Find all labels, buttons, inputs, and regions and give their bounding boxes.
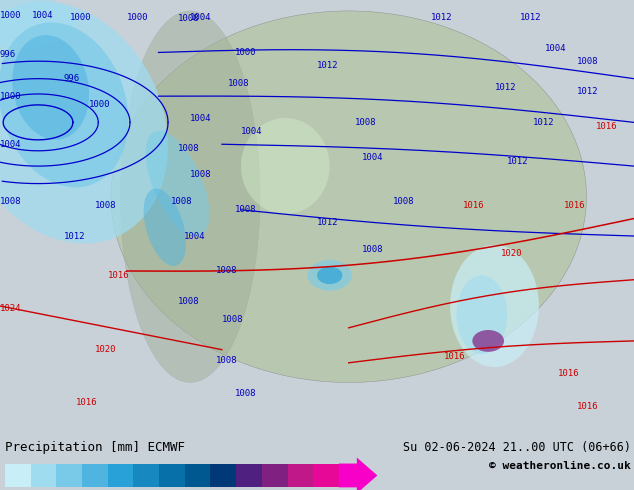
Text: 1000: 1000	[70, 13, 91, 22]
Text: 1000: 1000	[235, 48, 256, 57]
Text: 1004: 1004	[190, 13, 212, 22]
Text: 1008: 1008	[190, 171, 212, 179]
Text: 1024: 1024	[0, 304, 22, 313]
Text: 1008: 1008	[95, 201, 117, 210]
Ellipse shape	[146, 131, 209, 237]
Ellipse shape	[120, 11, 260, 382]
Bar	[236, 464, 262, 488]
Text: 1016: 1016	[76, 397, 98, 407]
Bar	[56, 464, 82, 488]
Text: 1016: 1016	[564, 201, 586, 210]
Text: 1000: 1000	[89, 100, 110, 109]
Text: 1012: 1012	[520, 13, 541, 22]
Bar	[262, 464, 287, 488]
FancyArrow shape	[339, 458, 377, 490]
Ellipse shape	[450, 245, 539, 367]
Text: 1008: 1008	[222, 315, 243, 323]
Text: 1008: 1008	[393, 196, 415, 206]
Text: 1004: 1004	[0, 140, 22, 149]
Text: 1020: 1020	[501, 249, 522, 258]
Bar	[82, 464, 108, 488]
Bar	[30, 464, 56, 488]
Text: 1008: 1008	[178, 297, 199, 306]
Text: 1008: 1008	[355, 118, 377, 127]
Bar	[5, 464, 30, 488]
Text: © weatheronline.co.uk: © weatheronline.co.uk	[489, 461, 631, 471]
Text: 1000: 1000	[127, 13, 148, 22]
Text: 1008: 1008	[577, 57, 598, 66]
Text: 1016: 1016	[596, 122, 618, 131]
Text: 1008: 1008	[178, 14, 199, 23]
Text: 1012: 1012	[577, 87, 598, 97]
Bar	[159, 464, 184, 488]
Text: 1008: 1008	[235, 205, 256, 214]
Text: 1004: 1004	[361, 153, 383, 162]
Text: 1012: 1012	[63, 231, 85, 241]
Text: 1012: 1012	[507, 157, 529, 166]
Ellipse shape	[111, 11, 586, 382]
Text: 1020: 1020	[95, 345, 117, 354]
Ellipse shape	[144, 189, 186, 266]
Ellipse shape	[0, 0, 76, 48]
Bar	[210, 464, 236, 488]
Text: 1012: 1012	[495, 83, 516, 92]
Ellipse shape	[241, 118, 330, 214]
Text: 1004: 1004	[184, 231, 205, 241]
Ellipse shape	[0, 1, 168, 244]
Bar	[108, 464, 133, 488]
Text: 1000: 1000	[0, 11, 22, 20]
Text: 1008: 1008	[171, 197, 193, 206]
Text: 1008: 1008	[228, 78, 250, 88]
Text: 1004: 1004	[545, 44, 567, 52]
Text: Precipitation [mm] ECMWF: Precipitation [mm] ECMWF	[5, 441, 185, 454]
Text: 996: 996	[0, 50, 16, 59]
Ellipse shape	[456, 275, 507, 354]
Text: 1004: 1004	[32, 11, 53, 20]
Text: 1016: 1016	[463, 201, 484, 210]
Text: 1012: 1012	[317, 219, 339, 227]
Text: 1016: 1016	[108, 271, 129, 280]
Text: 1012: 1012	[431, 13, 453, 22]
Circle shape	[317, 267, 342, 284]
Text: 1012: 1012	[317, 61, 339, 70]
Text: 1008: 1008	[361, 245, 383, 254]
Text: 1016: 1016	[577, 402, 598, 411]
Text: 1008: 1008	[216, 356, 237, 365]
Text: 1000: 1000	[0, 92, 22, 100]
Bar	[133, 464, 159, 488]
Ellipse shape	[12, 35, 89, 140]
Text: 1008: 1008	[178, 144, 199, 153]
Bar	[185, 464, 210, 488]
Ellipse shape	[0, 23, 128, 187]
Circle shape	[307, 260, 352, 291]
Text: Su 02-06-2024 21..00 UTC (06+66): Su 02-06-2024 21..00 UTC (06+66)	[403, 441, 631, 454]
Text: 1016: 1016	[558, 369, 579, 378]
Text: 1008: 1008	[0, 196, 22, 206]
Text: 996: 996	[63, 74, 79, 83]
Circle shape	[472, 330, 504, 352]
Text: 1008: 1008	[235, 389, 256, 398]
Text: 1012: 1012	[533, 118, 554, 127]
Bar	[313, 464, 339, 488]
Text: 1016: 1016	[444, 352, 465, 361]
Bar	[287, 464, 313, 488]
Text: 1008: 1008	[216, 267, 237, 275]
Text: 1004: 1004	[241, 126, 262, 136]
Text: 1004: 1004	[190, 114, 212, 122]
